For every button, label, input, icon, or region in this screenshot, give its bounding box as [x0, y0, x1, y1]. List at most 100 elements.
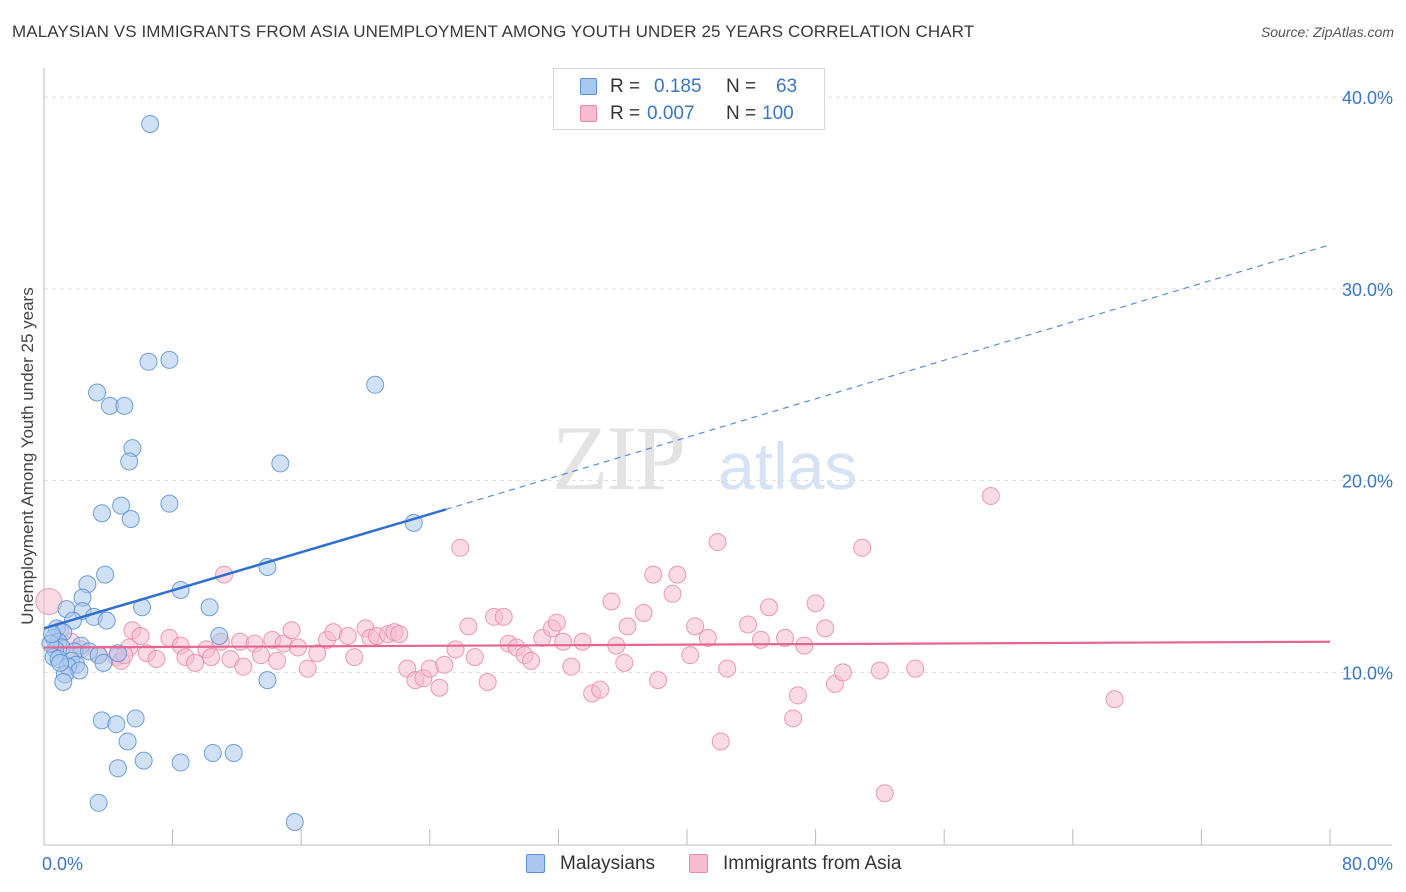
legend-r-value: 0.007: [647, 103, 695, 124]
immigrants-point: [435, 655, 454, 674]
malaysians-point: [107, 715, 126, 734]
immigrants-point: [816, 619, 835, 638]
immigrants-point: [686, 617, 705, 636]
immigrants-point: [308, 644, 327, 663]
immigrants-point: [282, 621, 301, 640]
malaysians-trend-line: [43, 508, 447, 630]
immigrants-point: [338, 626, 357, 645]
bottom-legend-swatch-malaysians: [526, 854, 545, 873]
immigrants-point: [981, 487, 1000, 506]
malaysians-point: [210, 626, 229, 645]
malaysians-point: [134, 751, 153, 770]
malaysians-point: [258, 671, 277, 690]
chart-title: MALAYSIAN VS IMMIGRANTS FROM ASIA UNEMPL…: [12, 22, 975, 41]
immigrants-point: [390, 625, 409, 644]
source-label: Source: ZipAtlas.com: [1260, 24, 1394, 40]
malaysians-point: [97, 611, 116, 630]
immigrants-point: [465, 648, 484, 667]
legend-r-label: R =: [610, 76, 641, 97]
immigrants-point: [345, 648, 364, 667]
immigrants-point: [618, 617, 637, 636]
malaysians-point: [141, 115, 160, 134]
legend-swatch-malaysians: [580, 78, 597, 95]
bottom-legend-swatch-immigrants: [689, 854, 708, 873]
malaysians-trend-extension: [445, 244, 1331, 511]
watermark: ZIP atlas: [552, 407, 857, 509]
x-tick-label: 80.0%: [1342, 854, 1393, 874]
malaysians-point: [203, 743, 222, 762]
immigrants-point: [644, 565, 663, 584]
malaysians-point: [120, 452, 139, 471]
immigrants-point: [788, 686, 807, 705]
tick-labels: 10.0% 20.0% 30.0% 40.0% 0.0% 80.0%: [42, 88, 1393, 874]
immigrants-point: [615, 653, 634, 672]
immigrants-point: [451, 538, 470, 557]
immigrants-point: [430, 678, 449, 697]
immigrants-point: [759, 598, 778, 617]
immigrants-point: [602, 592, 621, 611]
y-tick-label: 20.0%: [1342, 472, 1393, 492]
immigrants-point: [681, 646, 700, 665]
immigrants-point: [649, 671, 668, 690]
malaysians-point: [160, 494, 179, 513]
immigrants-point: [591, 680, 610, 699]
immigrants-trend-line: [43, 640, 1331, 649]
legend-swatch-immigrants: [580, 105, 597, 122]
malaysians-point: [112, 496, 131, 515]
malaysians-point: [94, 653, 113, 672]
immigrants-point: [459, 617, 478, 636]
y-tick-label: 30.0%: [1342, 280, 1393, 300]
immigrants-point: [634, 603, 653, 622]
immigrants-point: [562, 657, 581, 676]
gridlines: [44, 96, 1392, 673]
malaysians-point: [89, 793, 108, 812]
malaysians-point: [54, 673, 73, 692]
immigrants-point: [494, 607, 513, 626]
malaysians-point: [108, 644, 127, 663]
immigrants-point: [1105, 690, 1124, 709]
malaysians-point: [121, 510, 140, 529]
immigrants-point: [711, 732, 730, 751]
trend-lines: [43, 244, 1331, 649]
malaysians-point: [271, 454, 290, 473]
immigrants-point: [547, 613, 566, 632]
series-malaysians-points: [41, 115, 423, 831]
malaysians-point: [139, 352, 158, 371]
immigrants-point: [478, 673, 497, 692]
immigrants-point: [668, 565, 687, 584]
immigrants-point: [784, 709, 803, 728]
bottom-legend-label-immigrants: Immigrants from Asia: [723, 853, 902, 874]
immigrants-point: [268, 651, 287, 670]
malaysians-point: [118, 732, 137, 751]
legend-n-label: N =: [726, 76, 757, 97]
immigrants-point: [708, 533, 727, 552]
immigrants-point: [806, 594, 825, 613]
immigrants-point: [252, 646, 271, 665]
immigrants-point: [186, 653, 205, 672]
malaysians-point: [366, 375, 385, 394]
legend-r-label: R =: [610, 103, 641, 124]
malaysians-point: [160, 350, 179, 369]
malaysians-point: [224, 743, 243, 762]
y-tick-label: 10.0%: [1342, 663, 1393, 683]
series-immigrants-points: [35, 487, 1124, 803]
immigrants-point: [739, 615, 758, 634]
stats-legend: R = 0.185 N = 63 R = 0.007 N = 100: [553, 68, 825, 130]
immigrants-point: [833, 663, 852, 682]
immigrants-point: [718, 659, 737, 678]
legend-n-value: 100: [762, 103, 794, 124]
immigrants-point: [853, 538, 872, 557]
legend-r-value: 0.185: [654, 76, 702, 97]
immigrants-point: [906, 659, 925, 678]
immigrants-point: [554, 632, 573, 651]
legend-n-label: N =: [726, 103, 757, 124]
immigrants-point: [234, 657, 253, 676]
immigrants-point: [573, 632, 592, 651]
immigrants-point: [870, 661, 889, 680]
immigrants-point: [795, 636, 814, 655]
immigrants-point: [875, 784, 894, 803]
malaysians-point: [126, 709, 145, 728]
bottom-legend-label-malaysians: Malaysians: [560, 853, 656, 874]
malaysians-point: [96, 565, 115, 584]
y-tick-label: 40.0%: [1342, 88, 1393, 108]
